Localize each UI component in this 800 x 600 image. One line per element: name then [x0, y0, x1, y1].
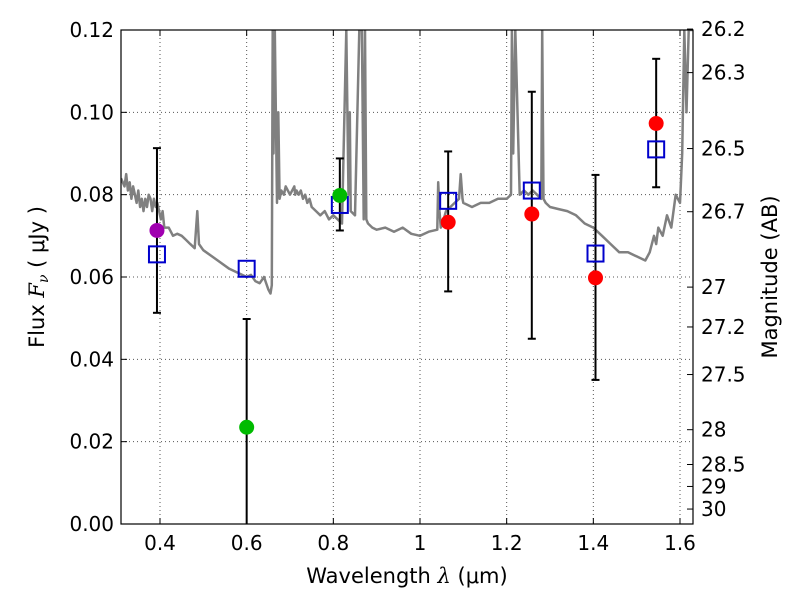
x-tick-label-0: 0.4 — [144, 531, 176, 555]
mag-tick-label-5: 27.2 — [701, 315, 746, 339]
observed-point-4 — [524, 206, 540, 222]
mag-tick-label-8: 28.5 — [701, 452, 746, 476]
y-tick-label-1: 0.02 — [69, 430, 114, 454]
y-tick-label-3: 0.06 — [69, 265, 114, 289]
x-tick-label-4: 1.2 — [491, 531, 523, 555]
right-axis-title: Magnitude (AB) — [758, 195, 782, 358]
x-tick-label-2: 0.8 — [317, 531, 349, 555]
mag-tick-label-3: 26.7 — [701, 200, 746, 224]
y-axis-title: Flux Fν ( μJy ) — [25, 206, 52, 348]
mag-tick-label-6: 27.5 — [701, 363, 746, 387]
error-bars — [152, 57, 661, 524]
x-axis-title: Wavelength λ (μm) — [306, 564, 507, 588]
mag-tick-label-10: 30 — [701, 497, 726, 521]
mag-tick-label-7: 28 — [701, 418, 726, 442]
y-tick-label-5: 0.10 — [69, 100, 114, 124]
grid — [121, 29, 693, 525]
template-spectrum-line — [121, 30, 693, 295]
observed-point-5 — [588, 270, 603, 286]
observed-point-2 — [332, 187, 348, 203]
observed-point-6 — [648, 115, 664, 131]
observed-point-0 — [149, 222, 165, 238]
model-point-6 — [647, 140, 666, 159]
observed-point-3 — [440, 214, 456, 230]
mag-tick-label-1: 26.3 — [701, 61, 746, 85]
model-point-0 — [147, 245, 166, 264]
mag-tick-label-9: 29 — [701, 474, 726, 498]
observed-point-1 — [239, 419, 255, 435]
plot-frame — [120, 29, 694, 525]
x-tick-label-6: 1.6 — [664, 531, 696, 555]
plot-area — [121, 30, 693, 295]
model-point-4 — [522, 181, 541, 200]
y-tick-label-6: 0.12 — [69, 18, 114, 42]
y-tick-label-0: 0.00 — [69, 512, 114, 536]
x-tick-label-1: 0.6 — [231, 531, 263, 555]
markers — [147, 115, 666, 435]
mag-tick-label-2: 26.5 — [701, 137, 746, 161]
x-tick-label-5: 1.4 — [577, 531, 609, 555]
y-tick-label-2: 0.04 — [69, 347, 114, 371]
model-point-3 — [439, 191, 458, 210]
model-point-1 — [237, 259, 256, 278]
mag-tick-label-4: 27 — [701, 275, 726, 299]
y-tick-label-4: 0.08 — [69, 183, 114, 207]
model-point-5 — [586, 244, 605, 263]
x-tick-label-3: 1 — [414, 531, 427, 555]
mag-tick-label-0: 26.2 — [701, 17, 746, 41]
axes: 0.4 0.6 0.8 1 1.2 1.4 1.6 0.00 0.02 0.04 0.06 0.08 0… — [69, 17, 745, 555]
